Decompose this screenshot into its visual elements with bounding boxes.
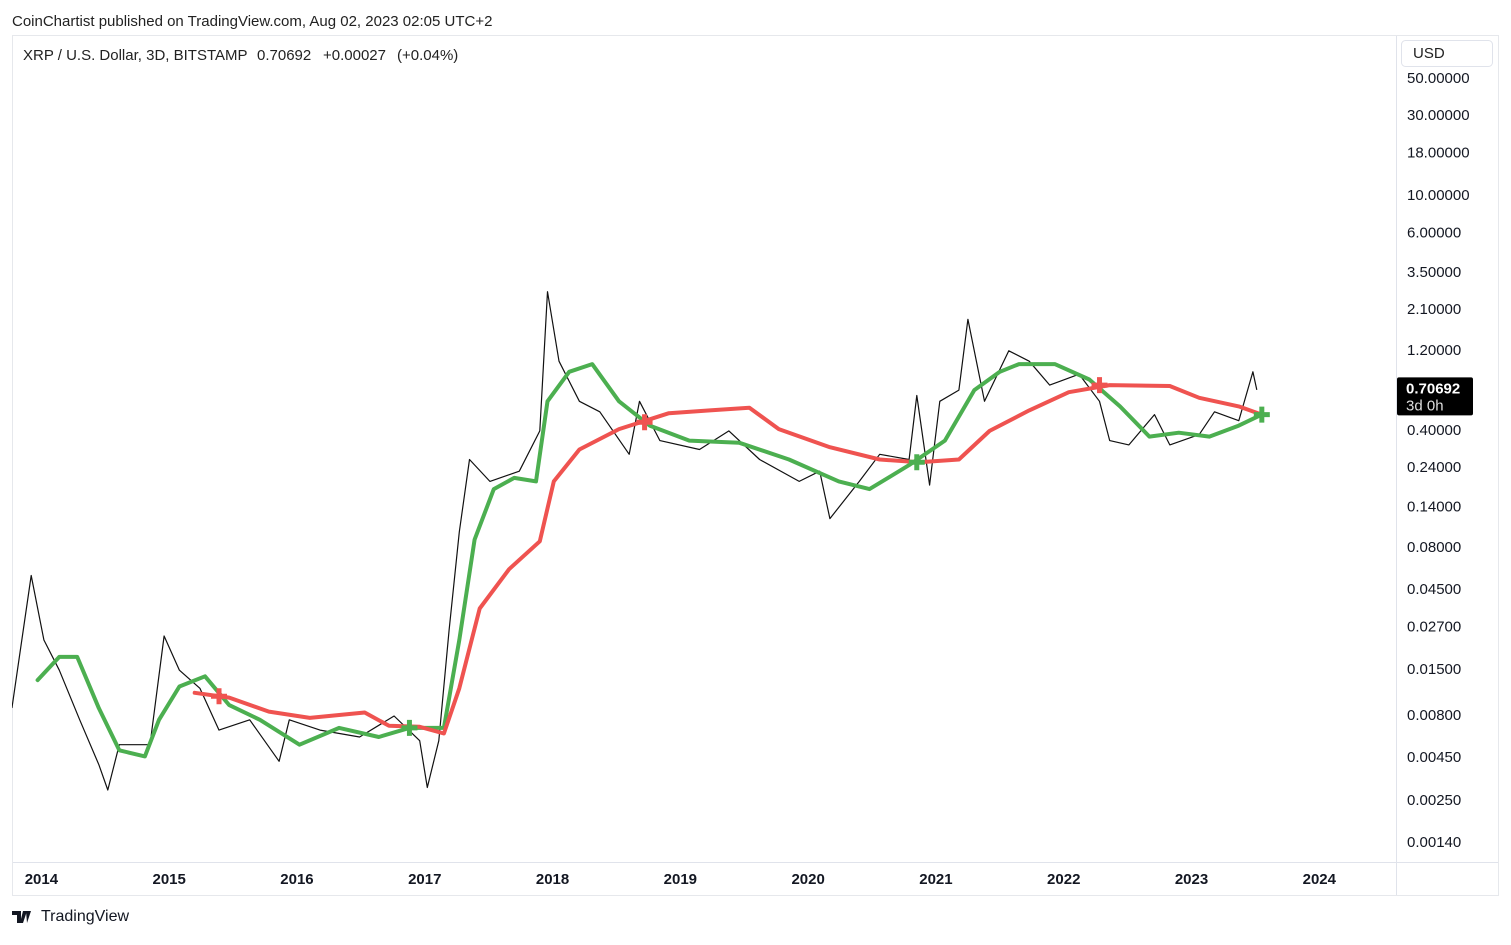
y-tick-label: 0.14000 [1407, 498, 1461, 515]
legend-change-pct: (+0.04%) [397, 47, 458, 64]
y-tick-label: 0.00450 [1407, 749, 1461, 766]
x-tick-label: 2020 [791, 871, 824, 888]
x-tick-label: 2018 [536, 871, 569, 888]
y-tick-label: 0.00140 [1407, 834, 1461, 851]
y-tick-label: 0.01500 [1407, 661, 1461, 678]
y-tick-label: 1.20000 [1407, 342, 1461, 359]
series-line [12, 291, 1258, 791]
y-tick-label: 0.24000 [1407, 459, 1461, 476]
footer-logo [12, 911, 31, 923]
last-price-box [1397, 377, 1473, 416]
cross-marker [1253, 406, 1270, 423]
cross-marker [211, 688, 228, 705]
x-tick-label: 2016 [280, 871, 313, 888]
x-tick-label: 2019 [664, 871, 697, 888]
legend-change: +0.00027 [323, 47, 386, 64]
chart-frame [12, 35, 1499, 896]
cross-marker [401, 719, 418, 736]
y-tick-label: 0.08000 [1407, 539, 1461, 556]
cross-marker [1091, 377, 1108, 394]
countdown: 3d 0h [1406, 397, 1444, 414]
y-tick-label: 0.00800 [1407, 707, 1461, 724]
y-tick-label: 6.00000 [1407, 224, 1461, 241]
y-tick-label: 0.40000 [1407, 422, 1461, 439]
x-tick-label: 2015 [152, 871, 185, 888]
y-tick-label: 0.02700 [1407, 618, 1461, 635]
y-tick-label: 10.00000 [1407, 187, 1470, 204]
currency[interactable]: USD [1413, 45, 1445, 62]
x-tick-label: 2023 [1175, 871, 1208, 888]
cross-marker [636, 414, 653, 431]
y-tick-label: 3.50000 [1407, 264, 1461, 281]
footer-brand: TradingView [41, 908, 129, 925]
x-tick-label: 2024 [1303, 871, 1337, 888]
plot [12, 291, 1270, 791]
currency-button[interactable] [1401, 40, 1493, 67]
symbol: XRP / U.S. Dollar, 3D, BITSTAMP [23, 47, 248, 64]
x-tick-label: 2014 [25, 871, 59, 888]
y-tick-label: 2.10000 [1407, 301, 1461, 318]
y-tick-label: 18.00000 [1407, 144, 1470, 161]
y-tick-label: 0.00250 [1407, 792, 1461, 809]
series-line [192, 383, 1264, 736]
legend-price: 0.70692 [257, 47, 311, 64]
y-tick-label: 50.00000 [1407, 70, 1470, 87]
cross-marker [908, 454, 925, 471]
x-tick-label: 2017 [408, 871, 441, 888]
y-tick-label: 30.00000 [1407, 107, 1470, 124]
publisher: CoinChartist published on TradingView.co… [12, 13, 492, 30]
x-tick-label: 2022 [1047, 871, 1080, 888]
x-tick-label: 2021 [919, 871, 952, 888]
y-tick-label: 0.04500 [1407, 581, 1461, 598]
last-price: 0.70692 [1406, 380, 1460, 397]
series-line [35, 362, 1264, 759]
